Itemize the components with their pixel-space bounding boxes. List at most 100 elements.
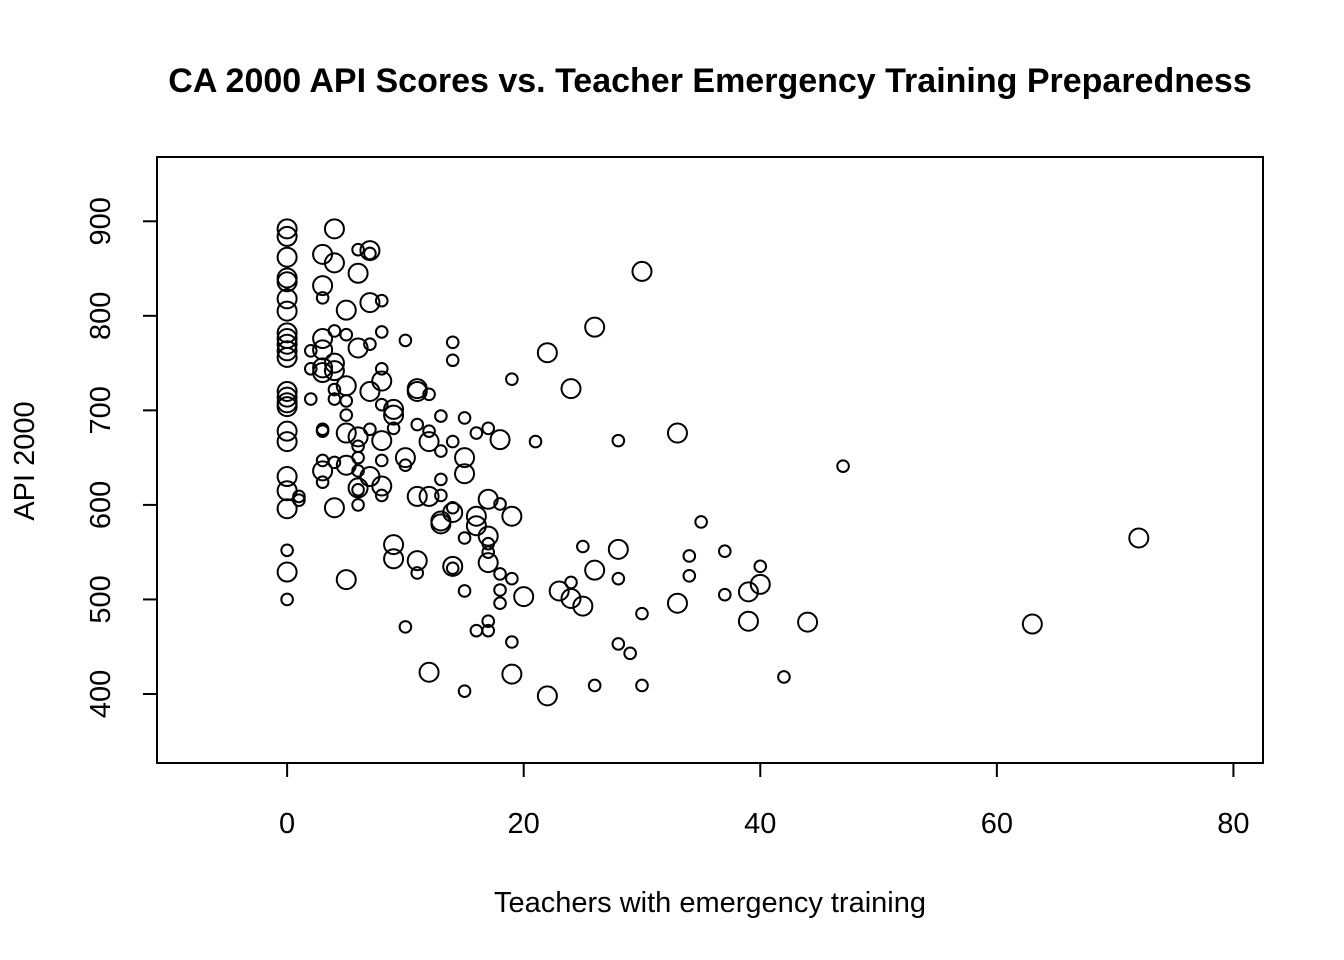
data-point	[323, 252, 345, 274]
data-point	[351, 482, 365, 497]
data-point	[418, 431, 440, 453]
data-point	[445, 335, 460, 350]
data-point	[434, 488, 448, 503]
y-tick-label: 900	[85, 197, 117, 245]
data-point	[493, 596, 507, 611]
chart-title: CA 2000 API Scores vs. Teacher Emergency…	[168, 62, 1251, 100]
data-point	[457, 584, 472, 598]
data-point	[335, 569, 357, 591]
data-point	[635, 606, 649, 621]
data-point	[374, 325, 389, 339]
data-point	[386, 421, 401, 436]
data-point	[276, 246, 298, 268]
data-point	[280, 592, 294, 607]
data-point	[327, 455, 342, 470]
data-point	[276, 380, 298, 402]
data-point	[584, 316, 606, 338]
data-point	[528, 434, 543, 449]
data-point	[276, 561, 298, 583]
data-point	[481, 421, 496, 436]
data-point	[418, 661, 440, 683]
data-point	[292, 489, 306, 504]
data-point	[536, 685, 558, 707]
data-point	[666, 592, 688, 614]
data-point	[501, 505, 523, 527]
data-point	[797, 611, 819, 633]
data-point	[536, 342, 558, 364]
data-point	[351, 498, 365, 512]
data-point	[611, 571, 626, 586]
data-point	[398, 333, 413, 348]
data-point	[493, 583, 507, 597]
data-point	[481, 623, 496, 638]
data-point	[339, 394, 354, 408]
data-point	[560, 378, 582, 400]
data-point	[351, 464, 365, 478]
data-point	[276, 346, 298, 368]
data-point	[445, 561, 460, 576]
data-point	[777, 670, 791, 684]
data-point	[312, 328, 334, 350]
data-point	[276, 271, 298, 293]
data-point	[836, 459, 850, 473]
data-point	[469, 623, 484, 638]
data-point	[315, 291, 330, 305]
data-point	[422, 424, 436, 438]
data-point	[666, 422, 688, 444]
data-point	[576, 539, 590, 554]
x-tick-label: 0	[279, 808, 295, 840]
data-point	[276, 498, 298, 520]
data-point	[383, 398, 405, 420]
data-point	[351, 242, 365, 257]
data-point	[406, 550, 428, 572]
data-point	[564, 575, 578, 590]
data-point	[501, 663, 523, 685]
data-point	[505, 372, 519, 386]
data-point	[469, 426, 484, 440]
x-axis-label: Teachers with emergency training	[494, 887, 926, 919]
data-point	[371, 475, 393, 497]
data-point	[442, 555, 464, 577]
data-point	[410, 566, 425, 580]
data-point	[481, 536, 496, 551]
data-point	[457, 411, 472, 425]
data-point	[374, 453, 389, 468]
y-tick-label: 700	[85, 386, 117, 434]
x-tick-label: 20	[508, 808, 540, 840]
data-point	[303, 344, 318, 358]
data-point	[623, 646, 637, 661]
data-point	[363, 422, 377, 437]
data-point	[359, 380, 381, 402]
data-point	[445, 434, 460, 449]
data-point	[398, 620, 413, 634]
data-point	[406, 380, 428, 402]
data-point	[584, 559, 606, 581]
data-point	[493, 497, 507, 511]
data-point	[572, 595, 594, 617]
x-tick-label: 40	[744, 808, 776, 840]
data-point	[513, 586, 535, 608]
data-point	[374, 361, 389, 376]
data-point	[454, 463, 476, 485]
data-point	[323, 497, 345, 519]
data-point	[1021, 613, 1043, 635]
data-point	[694, 515, 708, 529]
data-point	[560, 588, 582, 610]
data-point	[445, 353, 460, 368]
data-point	[347, 477, 369, 499]
data-point	[374, 397, 389, 412]
data-point	[276, 386, 298, 408]
data-point	[292, 493, 306, 507]
data-point	[374, 488, 389, 503]
data-point	[442, 501, 464, 523]
data-point	[611, 637, 626, 651]
data-point	[398, 458, 413, 472]
data-point	[749, 573, 771, 595]
data-point	[481, 614, 496, 628]
data-point	[737, 581, 759, 603]
data-point	[359, 466, 381, 488]
data-point	[276, 225, 298, 247]
y-tick-label: 400	[85, 670, 117, 718]
data-point	[607, 538, 629, 560]
